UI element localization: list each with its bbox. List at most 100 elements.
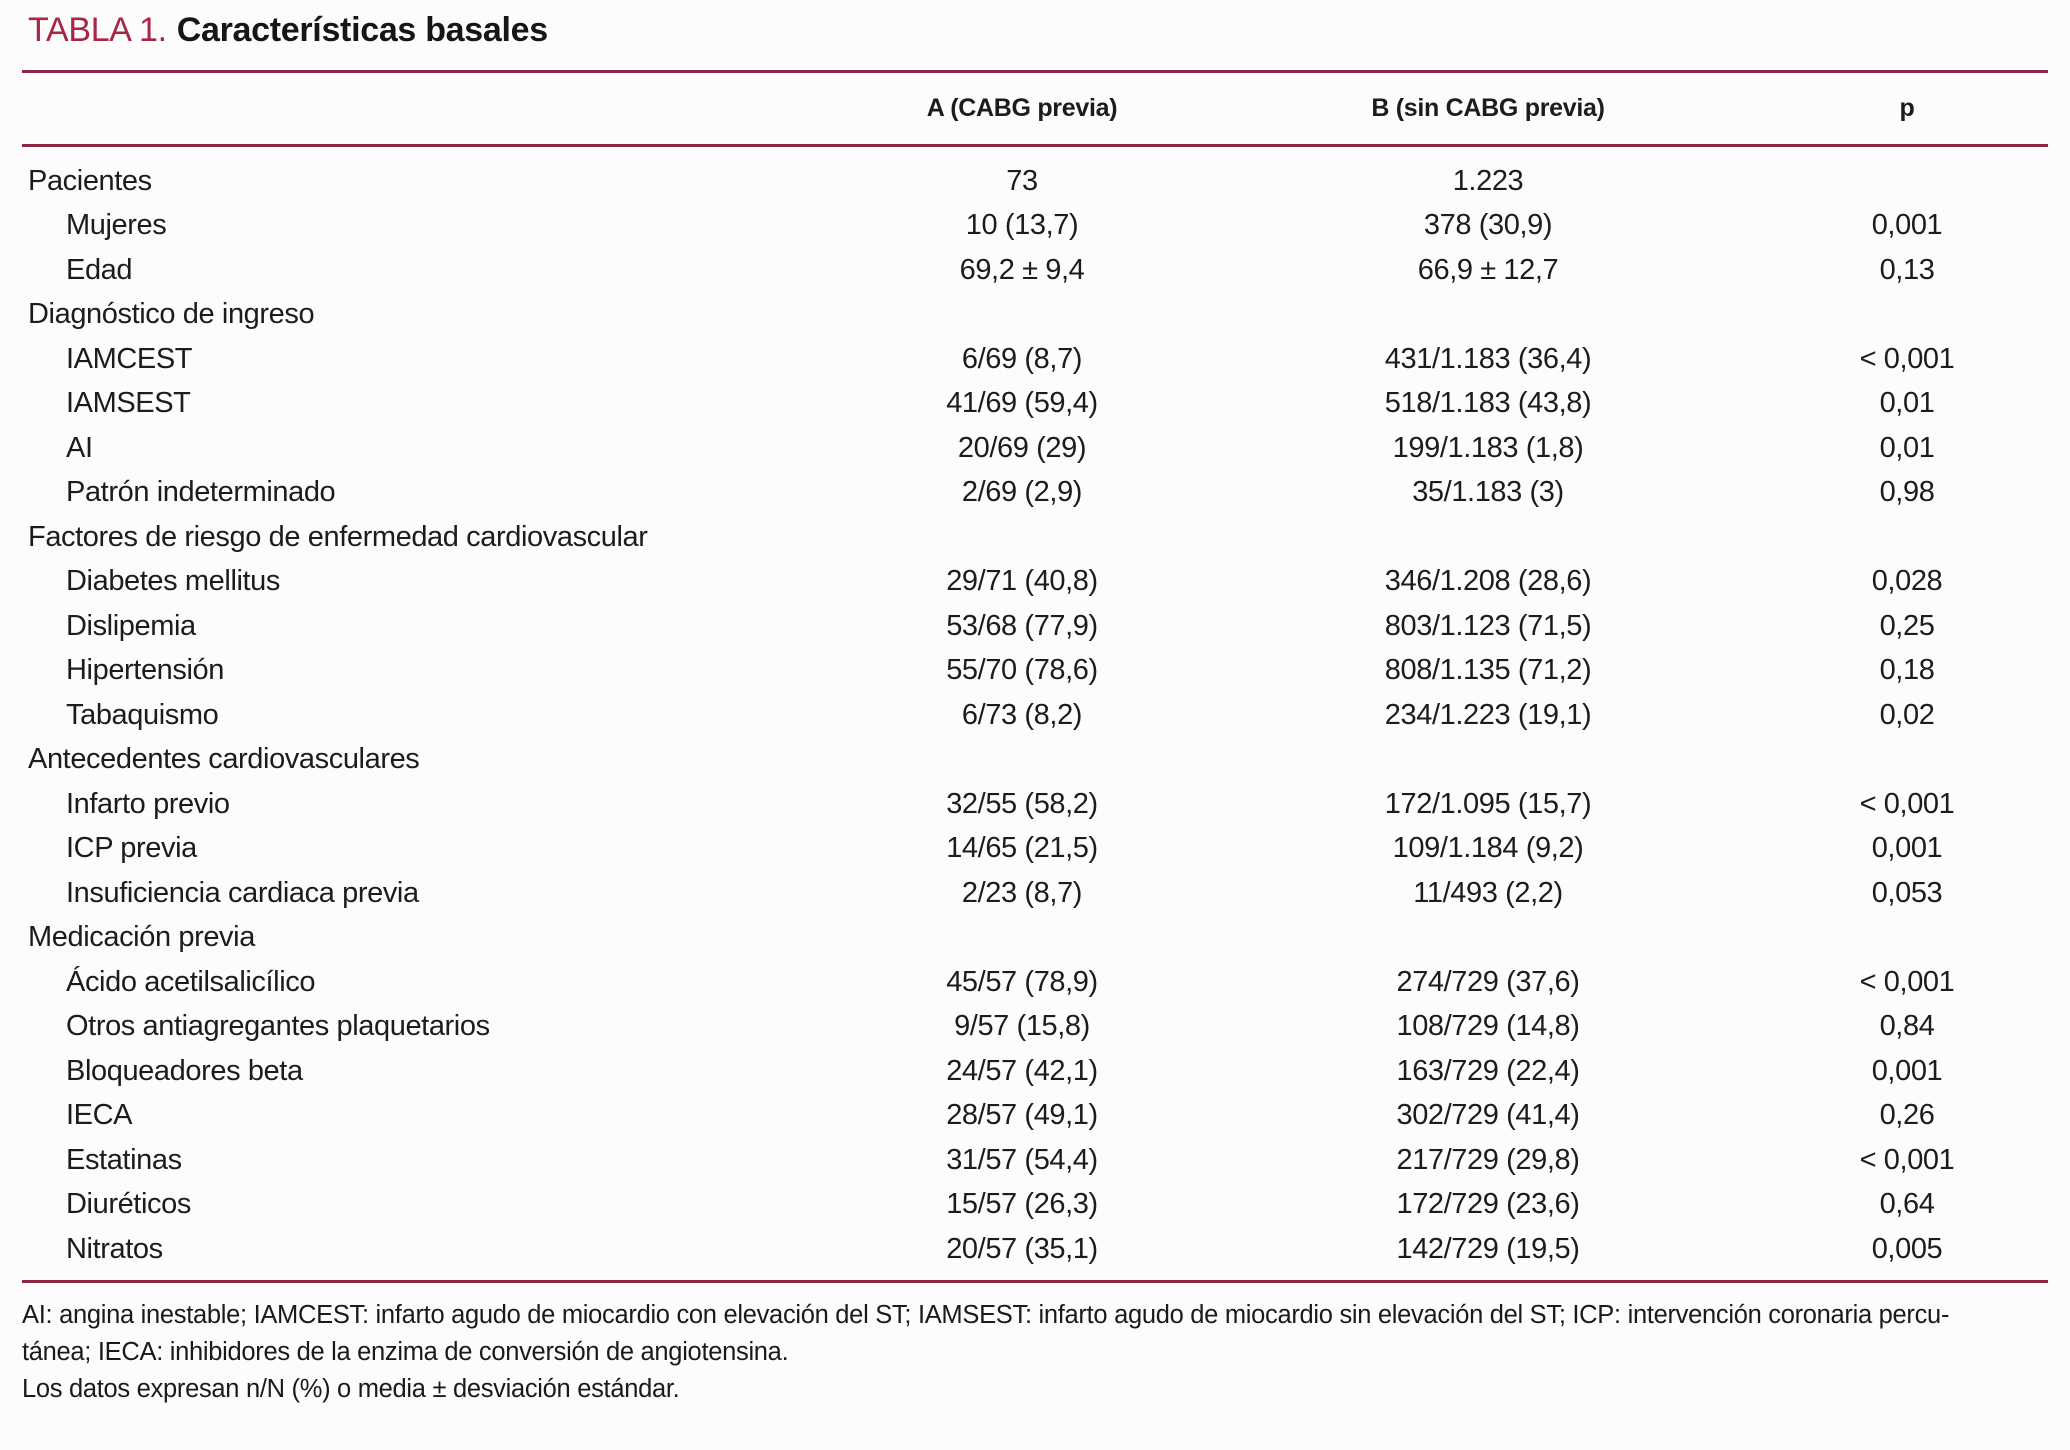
value-b-cell: 142/729 (19,5) xyxy=(1396,1232,1580,1265)
table-row: Diabetes mellitus 29/71 (40,8) 346/1.208… xyxy=(22,560,2048,605)
footnote-line: tánea; IECA: inhibidores de la enzima de… xyxy=(22,1337,789,1366)
row-label-cell: Insuficiencia cardiaca previa xyxy=(66,876,419,909)
p-value-cell: 0,01 xyxy=(1879,387,1935,420)
p-value-cell: 0,98 xyxy=(1879,476,1935,509)
row-label-cell: Nitratos xyxy=(66,1232,163,1265)
table-rule-top xyxy=(22,70,2048,73)
row-label-cell: IECA xyxy=(66,1099,133,1132)
table-row: ICP previa 14/65 (21,5) 109/1.184 (9,2) … xyxy=(22,827,2048,872)
value-b-cell: 346/1.208 (28,6) xyxy=(1384,565,1592,598)
footnote-line: Los datos expresan n/N (%) o media ± des… xyxy=(22,1374,680,1403)
value-a-cell: 20/69 (29) xyxy=(957,431,1087,464)
table-row: IAMCEST 6/69 (8,7) 431/1.183 (36,4) < 0,… xyxy=(22,337,2048,382)
column-header-p: p xyxy=(1899,94,1915,122)
p-value-cell: 0,18 xyxy=(1879,654,1935,687)
p-value-cell: 0,13 xyxy=(1879,253,1935,286)
p-value-cell: 0,26 xyxy=(1879,1099,1935,1132)
p-value-cell: 0,053 xyxy=(1871,876,1943,909)
p-value-cell: 0,25 xyxy=(1879,609,1935,642)
p-value-cell: < 0,001 xyxy=(1859,787,1955,820)
value-a-cell: 14/65 (21,5) xyxy=(946,832,1098,865)
value-b-cell: 163/729 (22,4) xyxy=(1396,1054,1580,1087)
table-row: Diuréticos 15/57 (26,3) 172/729 (23,6) 0… xyxy=(22,1183,2048,1228)
p-value-cell: < 0,001 xyxy=(1859,965,1955,998)
table-label: TABLA 1. xyxy=(28,11,167,49)
value-a-cell: 20/57 (35,1) xyxy=(946,1232,1098,1265)
p-value-cell: 0,001 xyxy=(1871,832,1943,865)
row-label-cell: Tabaquismo xyxy=(66,698,219,731)
row-label-cell: IAMCEST xyxy=(66,342,193,375)
table-body: Pacientes 73 1.223 Mujeres 10 (13,7) 378… xyxy=(22,147,2048,1280)
table-row: Medicación previa xyxy=(22,916,2048,961)
header-row: A (CABG previa) B (sin CABG previa) p xyxy=(22,73,2048,144)
table-row: IECA 28/57 (49,1) 302/729 (41,4) 0,26 xyxy=(22,1094,2048,1139)
value-a-cell: 55/70 (78,6) xyxy=(946,654,1098,687)
value-b-cell: 518/1.183 (43,8) xyxy=(1384,387,1592,420)
value-b-cell: 378 (30,9) xyxy=(1423,209,1553,242)
page-title: TABLA 1. Características basales xyxy=(22,10,2048,50)
row-label-cell: Edad xyxy=(66,253,133,286)
value-a-cell: 2/69 (2,9) xyxy=(961,476,1083,509)
table-row: Bloqueadores beta 24/57 (42,1) 163/729 (… xyxy=(22,1049,2048,1094)
row-label-cell: Patrón indeterminado xyxy=(66,476,336,509)
table-row: Infarto previo 32/55 (58,2) 172/1.095 (1… xyxy=(22,782,2048,827)
table-row: Factores de riesgo de enfermedad cardiov… xyxy=(22,515,2048,560)
value-b-cell: 109/1.184 (9,2) xyxy=(1392,832,1584,865)
table-rule-header-bottom xyxy=(22,144,2048,147)
value-b-cell: 1.223 xyxy=(1452,164,1524,197)
table-row: Estatinas 31/57 (54,4) 217/729 (29,8) < … xyxy=(22,1138,2048,1183)
footnote-line: AI: angina inestable; IAMCEST: infarto a… xyxy=(22,1300,1950,1329)
p-value-cell: 0,01 xyxy=(1879,431,1935,464)
row-label-cell: Medicación previa xyxy=(28,921,255,954)
value-b-cell: 11/493 (2,2) xyxy=(1413,876,1563,909)
row-label-cell: Hipertensión xyxy=(66,654,225,687)
value-a-cell: 2/23 (8,7) xyxy=(961,876,1083,909)
table-row: Patrón indeterminado 2/69 (2,9) 35/1.183… xyxy=(22,471,2048,516)
value-b-cell: 274/729 (37,6) xyxy=(1396,965,1580,998)
row-label-cell: Otros antiagregantes plaquetarios xyxy=(66,1010,490,1043)
value-a-cell: 24/57 (42,1) xyxy=(946,1054,1098,1087)
p-value-cell: 0,001 xyxy=(1871,209,1943,242)
value-b-cell: 431/1.183 (36,4) xyxy=(1384,342,1592,375)
value-a-cell: 32/55 (58,2) xyxy=(946,787,1098,820)
table-row: Insuficiencia cardiaca previa 2/23 (8,7)… xyxy=(22,871,2048,916)
row-label-cell: Estatinas xyxy=(66,1143,182,1176)
value-a-cell: 6/69 (8,7) xyxy=(961,342,1083,375)
p-value-cell: 0,028 xyxy=(1871,565,1943,598)
value-b-cell: 302/729 (41,4) xyxy=(1396,1099,1580,1132)
column-header-b: B (sin CABG previa) xyxy=(1371,94,1605,122)
table-row: Ácido acetilsalicílico 45/57 (78,9) 274/… xyxy=(22,960,2048,1005)
value-b-cell: 172/729 (23,6) xyxy=(1396,1188,1580,1221)
row-label-cell: Diuréticos xyxy=(66,1188,191,1221)
p-value-cell: 0,64 xyxy=(1879,1188,1935,1221)
row-label-cell: Bloqueadores beta xyxy=(66,1054,303,1087)
paper-table-page: TABLA 1. Características basales A (CABG … xyxy=(22,10,2048,1403)
row-label-cell: Mujeres xyxy=(66,209,167,242)
row-label-cell: IAMSEST xyxy=(66,387,191,420)
value-b-cell: 66,9 ± 12,7 xyxy=(1417,253,1559,286)
row-label-cell: Diagnóstico de ingreso xyxy=(28,298,315,331)
row-label-cell: Infarto previo xyxy=(66,787,230,820)
table-row: Hipertensión 55/70 (78,6) 808/1.135 (71,… xyxy=(22,649,2048,694)
row-label-cell: Dislipemia xyxy=(66,609,196,642)
row-label-cell: Diabetes mellitus xyxy=(66,565,281,598)
table-row: Mujeres 10 (13,7) 378 (30,9) 0,001 xyxy=(22,204,2048,249)
table-row: Diagnóstico de ingreso xyxy=(22,293,2048,338)
value-a-cell: 15/57 (26,3) xyxy=(946,1188,1098,1221)
value-b-cell: 217/729 (29,8) xyxy=(1396,1143,1580,1176)
value-b-cell: 108/729 (14,8) xyxy=(1396,1010,1580,1043)
column-header-a: A (CABG previa) xyxy=(926,94,1118,122)
value-b-cell: 35/1.183 (3) xyxy=(1412,476,1564,509)
row-label-cell: AI xyxy=(66,431,93,464)
p-value-cell: 0,02 xyxy=(1879,698,1935,731)
value-b-cell: 199/1.183 (1,8) xyxy=(1392,431,1584,464)
table-row: AI 20/69 (29) 199/1.183 (1,8) 0,01 xyxy=(22,426,2048,471)
value-a-cell: 9/57 (15,8) xyxy=(954,1010,1090,1043)
table-row: Tabaquismo 6/73 (8,2) 234/1.223 (19,1) 0… xyxy=(22,693,2048,738)
value-a-cell: 6/73 (8,2) xyxy=(961,698,1083,731)
row-label-cell: ICP previa xyxy=(66,832,197,865)
value-b-cell: 808/1.135 (71,2) xyxy=(1384,654,1592,687)
value-a-cell: 31/57 (54,4) xyxy=(946,1143,1098,1176)
p-value-cell: 0,84 xyxy=(1879,1010,1935,1043)
table-name: Características basales xyxy=(176,11,548,49)
